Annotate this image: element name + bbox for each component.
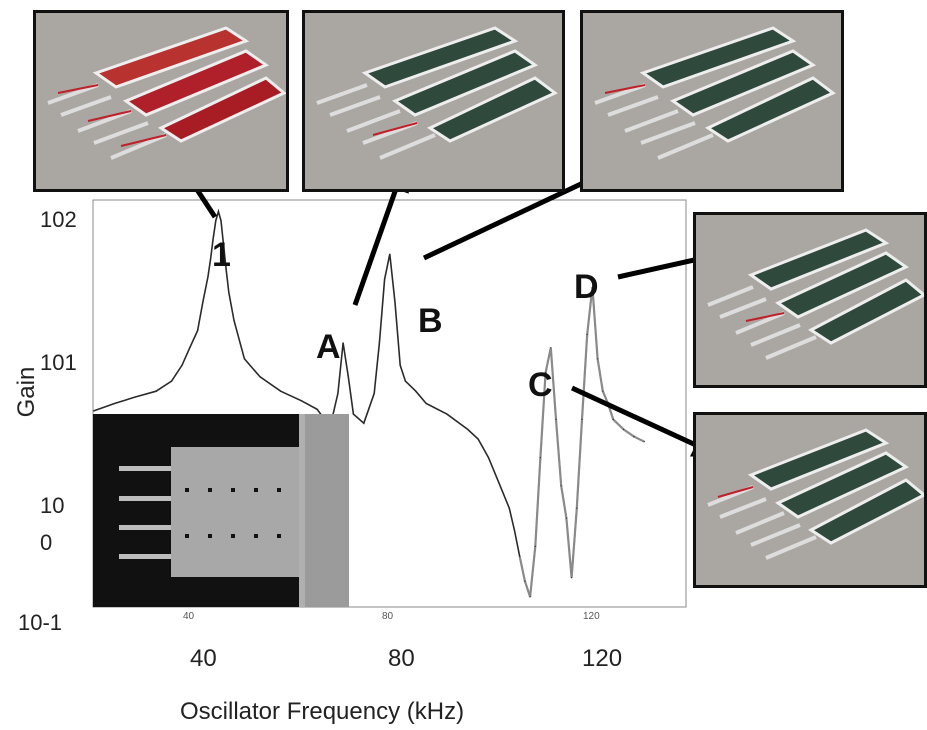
thumbnail-mode-a bbox=[302, 10, 565, 192]
data-point bbox=[155, 390, 157, 392]
peak-label-b: B bbox=[418, 302, 443, 340]
x-tick-label: 120 bbox=[582, 645, 623, 672]
data-point bbox=[602, 390, 604, 392]
gain-series-line-highlight bbox=[518, 286, 645, 598]
data-point bbox=[643, 441, 645, 443]
data-point bbox=[555, 418, 557, 420]
data-point bbox=[171, 380, 173, 382]
data-point bbox=[623, 428, 625, 430]
data-point bbox=[337, 392, 339, 394]
data-point bbox=[93, 410, 95, 412]
data-point bbox=[181, 364, 183, 366]
data-point bbox=[300, 400, 303, 402]
data-point bbox=[225, 269, 227, 271]
data-point bbox=[513, 529, 516, 532]
y-tick-label: 102 bbox=[40, 207, 77, 232]
x-tick-label: 40 bbox=[190, 645, 217, 672]
arrow-a bbox=[352, 182, 401, 306]
x-tick-label: 80 bbox=[388, 645, 415, 672]
data-point bbox=[113, 402, 116, 405]
thumbnail-mode-c bbox=[693, 412, 927, 588]
thumbnail-mode-1 bbox=[33, 10, 289, 192]
inner-tick-label: 120 bbox=[583, 611, 600, 622]
data-point bbox=[259, 376, 261, 378]
data-point bbox=[508, 507, 510, 509]
data-point bbox=[280, 390, 282, 392]
data-point bbox=[389, 253, 391, 255]
data-point bbox=[212, 237, 214, 239]
data-point bbox=[545, 372, 547, 374]
data-point bbox=[467, 428, 469, 430]
data-point bbox=[197, 330, 199, 332]
y-axis-title: Gain bbox=[13, 366, 40, 418]
inner-tick-label: 40 bbox=[183, 611, 195, 622]
data-point bbox=[399, 364, 401, 366]
peak-label-c: C bbox=[528, 366, 553, 404]
data-point bbox=[529, 596, 531, 598]
data-point bbox=[415, 390, 417, 392]
data-point bbox=[581, 418, 583, 420]
data-point bbox=[243, 358, 245, 360]
data-point bbox=[228, 291, 230, 293]
data-point bbox=[425, 402, 427, 405]
data-point bbox=[534, 545, 536, 548]
cantilever-array bbox=[47, 26, 286, 160]
data-point bbox=[202, 301, 204, 303]
data-point bbox=[487, 457, 490, 459]
data-point bbox=[373, 392, 375, 394]
data-point bbox=[378, 342, 380, 344]
data-point bbox=[446, 413, 448, 415]
data-point bbox=[498, 482, 500, 484]
data-point bbox=[316, 408, 318, 410]
y-tick-label: 10 bbox=[40, 493, 65, 518]
data-point bbox=[524, 580, 526, 582]
data-point bbox=[576, 507, 578, 509]
data-point bbox=[586, 333, 588, 335]
data-point bbox=[189, 347, 191, 349]
data-point bbox=[550, 347, 552, 349]
y-tick-label: 10-1 bbox=[18, 610, 63, 635]
data-point bbox=[560, 485, 562, 487]
data-point bbox=[342, 342, 344, 344]
data-point bbox=[539, 457, 542, 459]
thumbnail-mode-b bbox=[580, 10, 844, 192]
data-point bbox=[217, 210, 219, 213]
data-point bbox=[519, 555, 521, 558]
gain-curve bbox=[93, 208, 645, 598]
data-point bbox=[220, 220, 222, 222]
data-point bbox=[223, 245, 225, 247]
arrow-c bbox=[570, 385, 700, 449]
data-point bbox=[597, 358, 599, 360]
data-point bbox=[404, 380, 406, 382]
x-axis-title: Oscillator Frequency (kHz) bbox=[180, 698, 465, 725]
data-point bbox=[134, 396, 136, 398]
data-point bbox=[233, 319, 235, 322]
thumbnail-mode-d bbox=[693, 212, 927, 388]
data-point bbox=[477, 438, 479, 440]
device-inset-image bbox=[93, 414, 349, 607]
data-point bbox=[612, 418, 614, 420]
data-point bbox=[565, 517, 568, 519]
data-point bbox=[571, 577, 573, 579]
arrow-b bbox=[422, 172, 602, 261]
peak-label-a: A bbox=[316, 328, 341, 366]
data-point bbox=[384, 278, 386, 280]
data-point bbox=[394, 301, 396, 303]
y-tick-label: 101 bbox=[40, 350, 77, 375]
data-point bbox=[347, 376, 349, 378]
peak-label-1: 1 bbox=[212, 236, 231, 274]
peak-label-d: D bbox=[574, 268, 599, 306]
data-point bbox=[363, 422, 365, 424]
data-point bbox=[215, 220, 217, 222]
data-point bbox=[210, 258, 212, 260]
y-tick-label: 0 bbox=[40, 530, 53, 555]
inner-tick-label: 80 bbox=[382, 611, 394, 622]
data-point bbox=[591, 286, 594, 288]
data-point bbox=[352, 413, 354, 415]
data-point bbox=[633, 435, 635, 438]
data-point bbox=[207, 275, 209, 278]
